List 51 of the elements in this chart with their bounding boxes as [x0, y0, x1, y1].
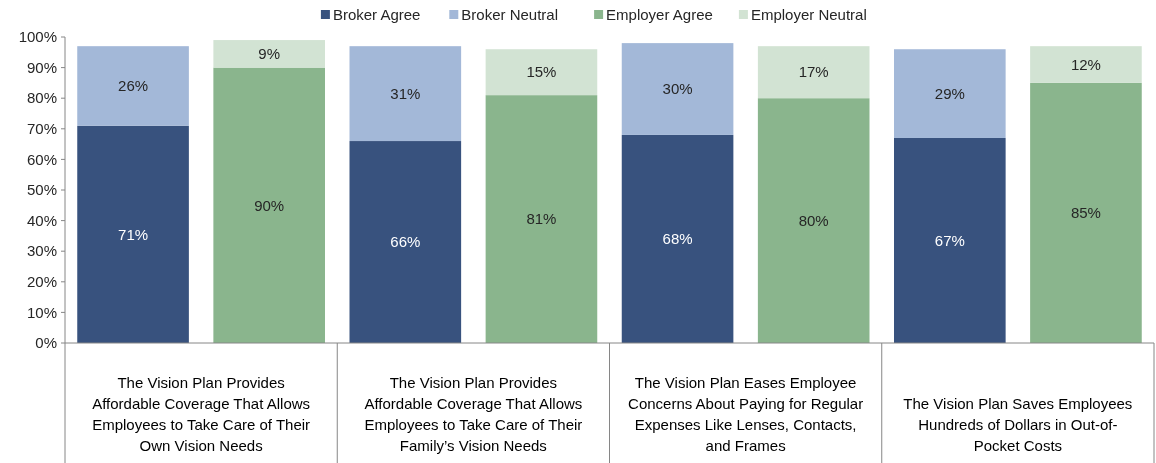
- y-tick-label: 40%: [26, 211, 57, 229]
- y-tick-label: 60%: [26, 150, 57, 168]
- data-label: 81%: [526, 210, 557, 228]
- y-tick-label: 20%: [26, 273, 57, 291]
- bar: [485, 95, 598, 343]
- bar: [485, 49, 598, 96]
- data-label: 9%: [258, 45, 281, 63]
- bar: [213, 67, 325, 343]
- x-tick-label: The Vision Plan Eases Employee Concerns About Paying for Regular Expenses Like Lenses, Contacts, and Frames: [628, 374, 864, 454]
- x-tick-label: The Vision Plan Provides Affordable Coverage That Allows Employees to Take Care of Their Family’s Vision Needs: [364, 374, 583, 454]
- y-tick-label: 50%: [26, 181, 57, 199]
- bar: [77, 125, 189, 343]
- legend-label: Broker Agree: [332, 6, 421, 24]
- data-label: 71%: [118, 225, 149, 243]
- y-tick-label: 90%: [26, 58, 57, 76]
- data-label: 26%: [118, 77, 149, 95]
- y-tick-label: 80%: [26, 89, 57, 107]
- data-label: 67%: [934, 231, 965, 249]
- y-tick-label: 10%: [26, 303, 57, 321]
- y-tick-label: 30%: [26, 242, 57, 260]
- bar: [213, 40, 325, 68]
- data-label: 17%: [798, 63, 829, 81]
- x-tick-label: The Vision Plan Provides Affordable Coverage That Allows Employees to Take Care of Their Own Vision Needs: [92, 374, 311, 454]
- x-tick-label: The Vision Plan Saves Employees Hundreds of Dollars in Out-of-Pocket Costs: [903, 395, 1133, 454]
- data-label: 30%: [662, 80, 693, 98]
- y-tick-label: 0%: [35, 334, 57, 352]
- bar: [77, 46, 189, 126]
- data-label: 80%: [798, 211, 829, 229]
- legend-label: Broker Neutral: [461, 6, 558, 24]
- y-tick-label: 70%: [26, 120, 57, 138]
- data-label: 66%: [390, 233, 421, 251]
- legend-label: Employer Agree: [606, 6, 713, 24]
- data-label: 12%: [1070, 55, 1101, 73]
- bar: [894, 49, 1006, 138]
- bar: [757, 46, 870, 99]
- data-label: 29%: [934, 84, 965, 102]
- y-tick-label: 100%: [18, 28, 57, 46]
- bar: [1030, 82, 1142, 343]
- bar: [757, 98, 870, 343]
- data-label: 15%: [526, 63, 557, 81]
- data-label: 85%: [1070, 204, 1101, 222]
- bar: [349, 141, 462, 343]
- data-label: 68%: [662, 230, 693, 248]
- bar: [621, 43, 734, 135]
- bar: [621, 134, 734, 343]
- legend-label: Employer Neutral: [750, 6, 867, 24]
- bar: [1030, 46, 1142, 83]
- data-label: 31%: [390, 84, 421, 102]
- bar: [349, 46, 462, 142]
- bar: [894, 137, 1006, 343]
- data-label: 90%: [254, 196, 285, 214]
